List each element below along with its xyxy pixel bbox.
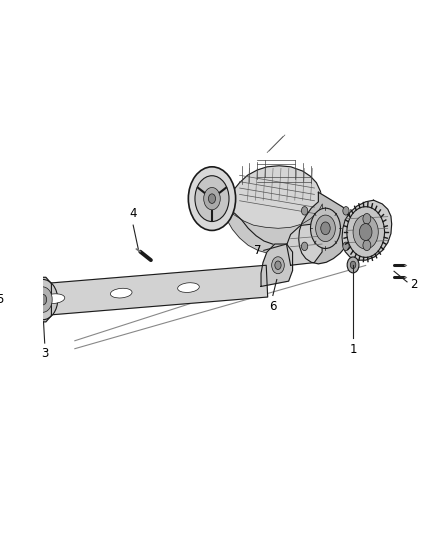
Text: 4: 4 — [129, 207, 137, 220]
Text: 5: 5 — [0, 293, 4, 306]
Circle shape — [195, 176, 229, 222]
Ellipse shape — [110, 288, 132, 298]
Circle shape — [204, 188, 220, 210]
Polygon shape — [222, 166, 322, 245]
Circle shape — [301, 207, 308, 215]
Text: 2: 2 — [410, 278, 417, 291]
Polygon shape — [42, 265, 268, 316]
Circle shape — [275, 261, 281, 270]
Circle shape — [188, 167, 236, 230]
Circle shape — [272, 257, 284, 274]
Circle shape — [311, 208, 340, 248]
Circle shape — [33, 287, 52, 312]
Ellipse shape — [43, 294, 65, 303]
Polygon shape — [347, 207, 385, 257]
Circle shape — [208, 194, 215, 204]
Text: 6: 6 — [269, 300, 277, 313]
Ellipse shape — [178, 282, 199, 293]
Text: 7: 7 — [254, 244, 261, 257]
Polygon shape — [27, 277, 51, 322]
Circle shape — [316, 215, 336, 241]
Circle shape — [39, 294, 47, 305]
Text: 3: 3 — [41, 348, 48, 360]
Circle shape — [343, 242, 349, 251]
Circle shape — [343, 207, 349, 215]
Text: 1: 1 — [350, 343, 357, 357]
Circle shape — [321, 222, 330, 235]
Circle shape — [350, 261, 356, 269]
Circle shape — [347, 257, 359, 273]
Circle shape — [363, 240, 371, 251]
Polygon shape — [342, 200, 392, 260]
Circle shape — [363, 214, 371, 224]
Circle shape — [28, 279, 58, 320]
Circle shape — [353, 215, 378, 249]
Polygon shape — [299, 192, 352, 264]
Polygon shape — [261, 244, 293, 286]
Circle shape — [359, 223, 372, 240]
Polygon shape — [286, 224, 322, 265]
Circle shape — [301, 242, 308, 251]
Polygon shape — [224, 204, 322, 254]
